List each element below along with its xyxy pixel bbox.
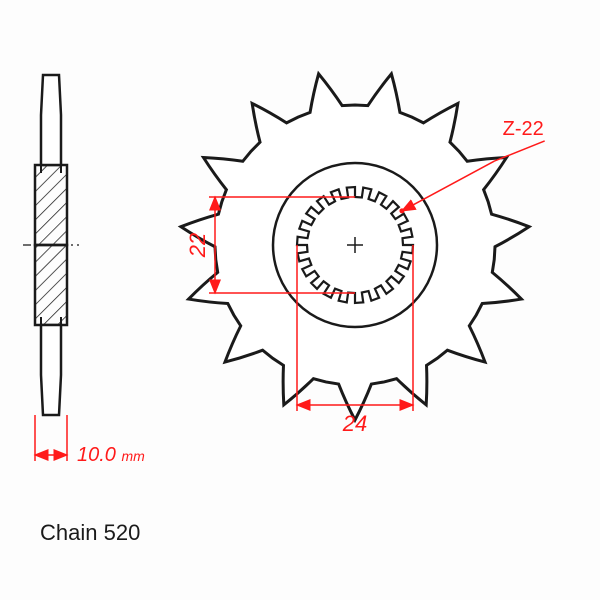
dim-width-value: 10.0 mm — [77, 444, 145, 466]
section-lower-tooth — [41, 325, 61, 415]
dim-hub-value: 24 — [342, 411, 367, 436]
side-view — [23, 75, 79, 415]
dim-spline-value: Z-22 — [503, 118, 544, 140]
front-view — [181, 74, 529, 420]
drawing-canvas: 10.0 mm 22 24 Z-22 Chain 520 — [0, 0, 600, 600]
dim-bore-value: 22 — [185, 233, 210, 258]
section-upper-tooth — [41, 75, 61, 165]
section-lower-body — [35, 245, 67, 325]
chain-label: Chain 520 — [40, 520, 140, 545]
section-upper-body — [35, 165, 67, 245]
sprocket-technical-drawing: { "drawing": { "type": "technical-drawin… — [0, 0, 600, 600]
